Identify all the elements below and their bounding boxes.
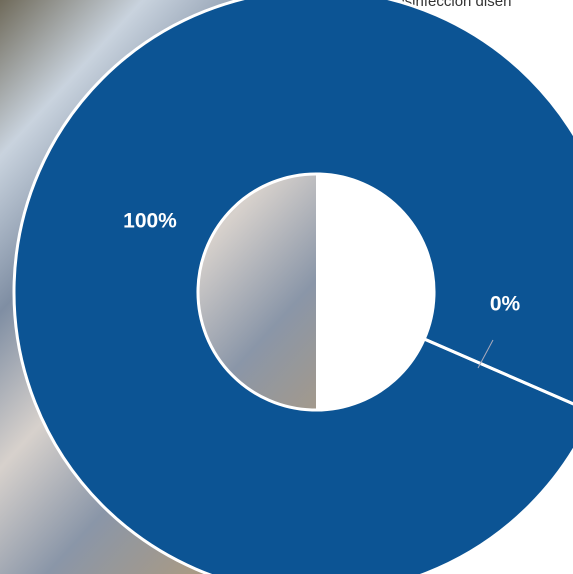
data-label: 100% — [123, 210, 177, 233]
data-label: 0% — [490, 293, 521, 316]
donut — [12, 0, 573, 574]
slice-separator — [423, 337, 573, 406]
slice — [12, 0, 573, 574]
header-text: desinfección disen — [388, 0, 511, 10]
leader-line — [477, 339, 494, 369]
